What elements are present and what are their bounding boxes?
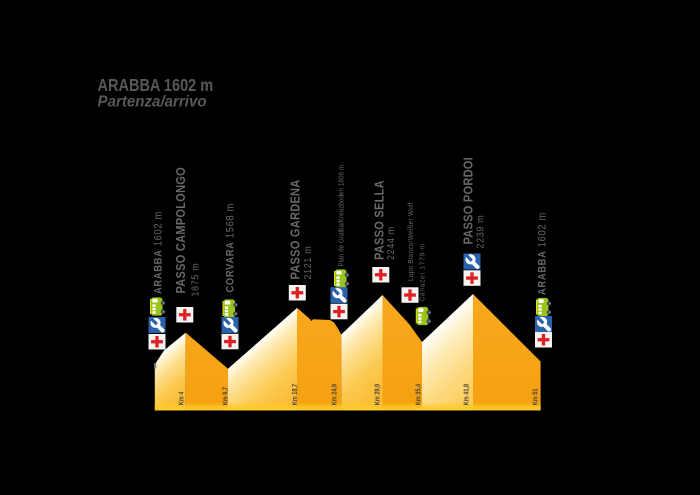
svg-text:PASSO CAMPOLONGO: PASSO CAMPOLONGO: [173, 167, 188, 293]
svg-text:PASSO SELLA: PASSO SELLA: [372, 180, 387, 260]
svg-text:Km 18,7: Km 18,7: [291, 383, 299, 405]
svg-text:PASSO GARDENA: PASSO GARDENA: [288, 180, 303, 280]
svg-text:ARABBA 1602 m: ARABBA 1602 m: [153, 211, 165, 294]
svg-text:Km 29,9: Km 29,9: [374, 383, 382, 405]
svg-text:Km 51: Km 51: [532, 388, 540, 405]
svg-text:Km 4: Km 4: [178, 391, 186, 405]
svg-text:Plan de Gralba/Kreuzboden 1808: Plan de Gralba/Kreuzboden 1808 m: [338, 165, 346, 267]
svg-text:CORVARA 1568 m: CORVARA 1568 m: [225, 203, 237, 293]
svg-text:2244 m: 2244 m: [385, 226, 397, 260]
svg-text:PASSO PORDOI: PASSO PORDOI: [461, 157, 476, 244]
svg-text:ARABBA 1602 m: ARABBA 1602 m: [98, 76, 214, 96]
svg-text:Km 24,9: Km 24,9: [331, 383, 339, 405]
svg-text:Km 9,7: Km 9,7: [222, 387, 230, 406]
svg-text:2121 m: 2121 m: [302, 246, 314, 280]
svg-text:Km 35,4: Km 35,4: [415, 383, 423, 405]
svg-text:Lupo Bianco/Weißer Wolf: Lupo Bianco/Weißer Wolf: [408, 202, 416, 281]
svg-text:Partenza/arrivo: Partenza/arrivo: [98, 93, 207, 110]
svg-text:1875 m: 1875 m: [190, 263, 202, 297]
svg-text:Canazei 1779 m: Canazei 1779 m: [419, 243, 427, 301]
svg-text:Km 41,8: Km 41,8: [463, 383, 471, 405]
svg-text:2239 m: 2239 m: [475, 215, 487, 249]
svg-text:ARABBA 1602 m: ARABBA 1602 m: [537, 212, 549, 295]
